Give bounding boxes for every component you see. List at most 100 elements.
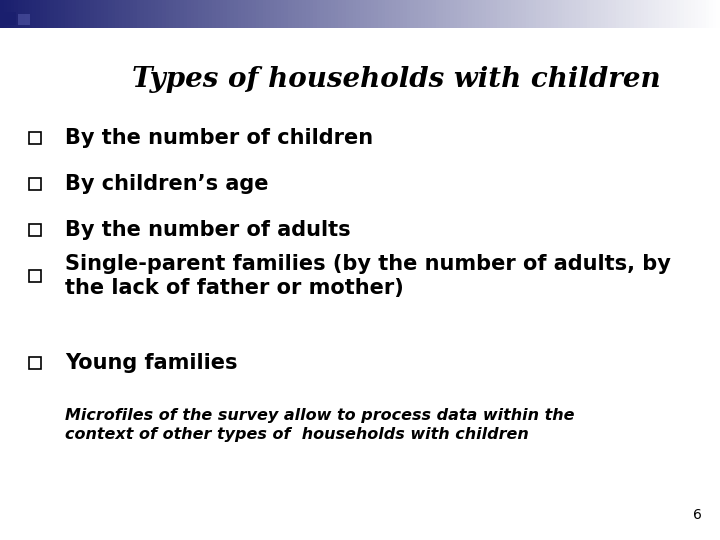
Bar — [551, 0, 554, 28]
Bar — [374, 0, 378, 28]
Bar — [461, 0, 464, 28]
Bar — [385, 0, 389, 28]
Bar — [432, 0, 436, 28]
Bar — [482, 0, 486, 28]
Bar — [223, 0, 227, 28]
Bar — [590, 0, 594, 28]
Bar — [554, 0, 558, 28]
Bar — [277, 0, 281, 28]
Bar — [220, 0, 223, 28]
Bar — [212, 0, 216, 28]
Bar — [655, 0, 659, 28]
Text: 6: 6 — [693, 508, 702, 522]
Bar — [662, 0, 666, 28]
Bar — [256, 0, 259, 28]
Bar — [612, 0, 616, 28]
Bar — [97, 0, 101, 28]
Text: By the number of adults: By the number of adults — [65, 220, 351, 240]
Bar — [313, 0, 317, 28]
Bar — [284, 0, 288, 28]
Bar — [684, 0, 688, 28]
Bar — [198, 0, 202, 28]
Bar — [4, 0, 7, 28]
Bar — [274, 0, 277, 28]
Bar — [616, 0, 619, 28]
Bar — [0, 0, 4, 28]
Bar — [205, 0, 209, 28]
Bar — [475, 0, 479, 28]
Bar — [328, 0, 331, 28]
Bar — [306, 0, 310, 28]
Bar — [529, 0, 533, 28]
Bar — [29, 178, 41, 190]
Bar — [659, 0, 662, 28]
Bar — [666, 0, 670, 28]
Text: By children’s age: By children’s age — [65, 174, 269, 194]
Bar — [709, 0, 713, 28]
Bar — [101, 0, 104, 28]
Bar — [338, 0, 342, 28]
Bar — [29, 224, 41, 236]
Bar — [166, 0, 169, 28]
Bar — [583, 0, 587, 28]
Bar — [533, 0, 536, 28]
Bar — [641, 0, 644, 28]
Bar — [317, 0, 320, 28]
Bar — [569, 0, 572, 28]
Bar — [364, 0, 367, 28]
Bar — [500, 0, 504, 28]
Bar — [486, 0, 490, 28]
Bar — [295, 0, 299, 28]
Bar — [547, 0, 551, 28]
Bar — [230, 0, 234, 28]
Bar — [688, 0, 691, 28]
Bar — [421, 0, 425, 28]
Bar — [637, 0, 641, 28]
Bar — [522, 0, 526, 28]
Bar — [119, 0, 122, 28]
Bar — [86, 0, 90, 28]
Bar — [389, 0, 392, 28]
Bar — [184, 0, 187, 28]
Bar — [76, 0, 79, 28]
Bar — [680, 0, 684, 28]
Bar — [400, 0, 403, 28]
Bar — [450, 0, 454, 28]
Bar — [180, 0, 184, 28]
Bar — [83, 0, 86, 28]
Bar — [18, 0, 22, 28]
Bar — [202, 0, 205, 28]
Bar — [140, 0, 144, 28]
Bar — [302, 0, 306, 28]
Bar — [367, 0, 371, 28]
Bar — [194, 0, 198, 28]
Bar — [266, 0, 270, 28]
Bar — [252, 0, 256, 28]
Bar — [508, 0, 511, 28]
Bar — [702, 0, 706, 28]
Bar — [61, 0, 65, 28]
Bar — [464, 0, 468, 28]
Bar — [234, 0, 238, 28]
Bar — [158, 0, 162, 28]
Bar — [698, 0, 702, 28]
Bar — [634, 0, 637, 28]
Bar — [410, 0, 414, 28]
Bar — [356, 0, 360, 28]
Bar — [342, 0, 346, 28]
Bar — [335, 0, 338, 28]
Bar — [299, 0, 302, 28]
Bar — [148, 0, 151, 28]
Bar — [446, 0, 450, 28]
Bar — [526, 0, 529, 28]
Bar — [176, 0, 180, 28]
Bar — [472, 0, 475, 28]
Bar — [677, 0, 680, 28]
Bar — [439, 0, 443, 28]
Bar — [353, 0, 356, 28]
Bar — [443, 0, 446, 28]
Bar — [68, 0, 72, 28]
Bar — [565, 0, 569, 28]
Bar — [292, 0, 295, 28]
Bar — [112, 0, 115, 28]
